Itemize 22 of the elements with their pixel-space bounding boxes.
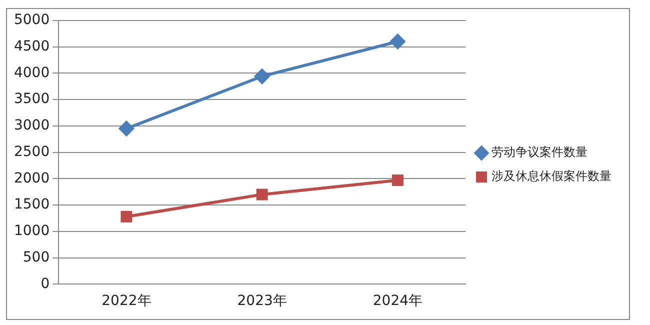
point [118, 121, 134, 136]
y-tick-label: 0 [40, 276, 50, 292]
y-tick-label: 4500 [14, 38, 50, 54]
point [392, 174, 404, 186]
y-tick-label: 2500 [14, 144, 50, 160]
x-tick-label: 2023年 [237, 293, 287, 310]
y-tick-label: 2000 [14, 170, 50, 186]
x-tick-label: 2022年 [102, 293, 152, 310]
y-tick-label: 1000 [14, 223, 50, 240]
y-tick-label: 3500 [14, 91, 50, 108]
y-tick-label: 3000 [14, 118, 50, 134]
x-tick-label: 2024年 [372, 293, 423, 310]
point [390, 34, 406, 50]
y-tick-label: 4000 [14, 64, 50, 81]
point [254, 68, 270, 84]
y-tick-label: 500 [22, 249, 50, 266]
point [120, 210, 132, 222]
point [256, 188, 268, 200]
legend-label: 劳动争议案件数量 [492, 145, 588, 160]
legend-label: 涉及休息休假案件数量 [492, 169, 612, 184]
y-tick-label: 5000 [14, 12, 50, 28]
y-tick-label: 1500 [14, 196, 50, 213]
